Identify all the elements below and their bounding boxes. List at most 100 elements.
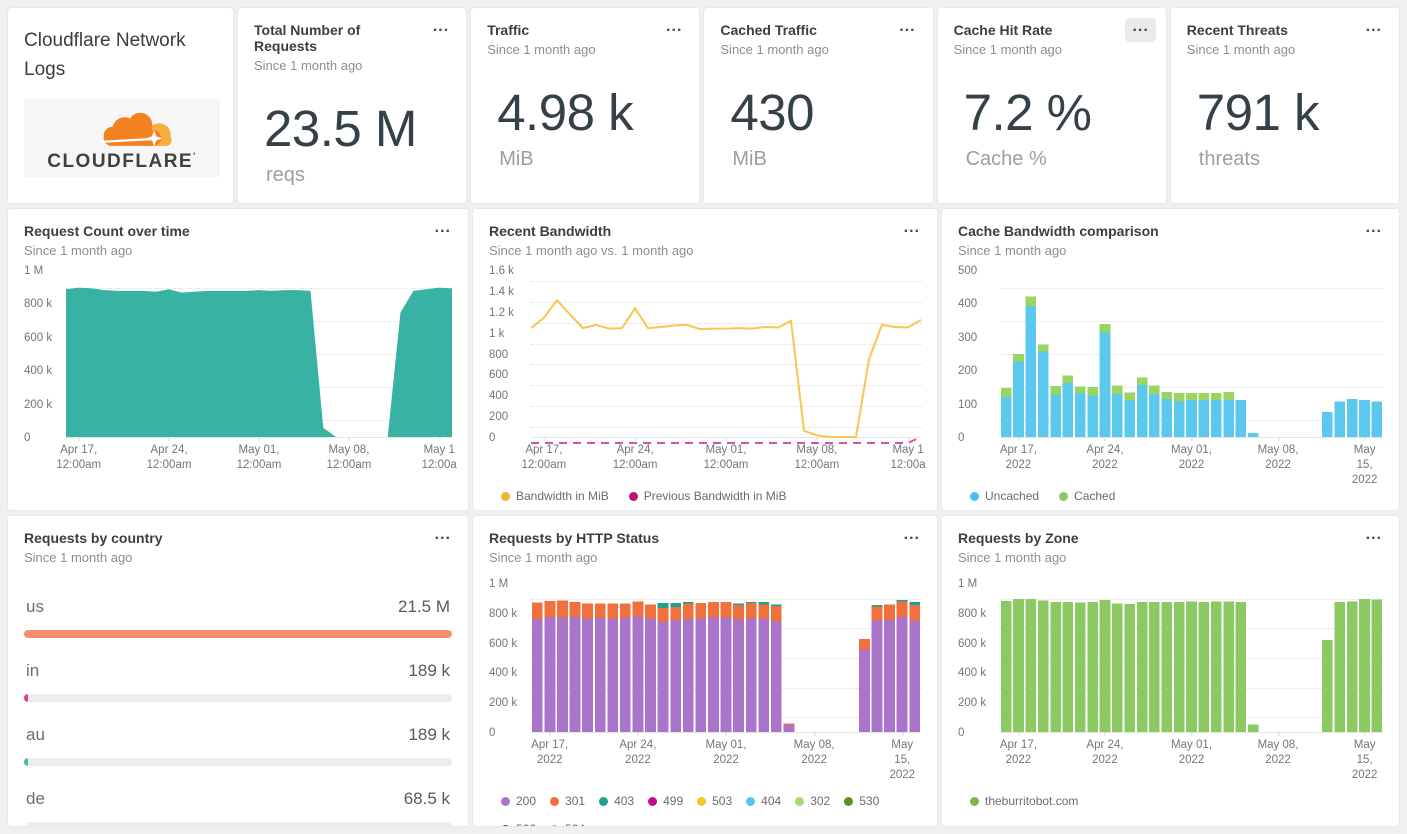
x-axis: Apr 17, 2022 Apr 24, 2022 May 01, 2022 May … bbox=[1000, 437, 1383, 486]
legend-item[interactable]: 524 bbox=[550, 822, 585, 826]
y-tick-label: 800 k bbox=[489, 607, 518, 620]
y-tick-label: 600 k bbox=[489, 637, 518, 650]
y-tick-label: 0 bbox=[958, 432, 965, 444]
legend-label: 530 bbox=[859, 794, 880, 808]
cloudflare-logo: CLOUDFLARE' bbox=[24, 98, 220, 177]
x-tick-label: May 08, 12:00am bbox=[794, 437, 840, 471]
y-tick-label: 200 k bbox=[958, 697, 987, 710]
country-bar-fill bbox=[24, 822, 28, 826]
panel-menu-button[interactable]: ... bbox=[897, 219, 927, 243]
panel-menu-button[interactable]: ... bbox=[428, 526, 458, 550]
stat-panel-traffic: ... Traffic Since 1 month ago 4.98 k MiB bbox=[471, 8, 700, 203]
gridline bbox=[1000, 320, 1383, 322]
stat-unit: MiB bbox=[732, 148, 767, 170]
chart-legend: theburritobot.com bbox=[958, 794, 1383, 808]
legend-item[interactable]: Bandwidth in MiB bbox=[501, 489, 609, 503]
legend-item[interactable]: 404 bbox=[746, 794, 781, 808]
legend-item[interactable]: 526 bbox=[501, 822, 536, 826]
legend-label: Cached bbox=[1074, 489, 1116, 503]
panel-menu-button[interactable]: ... bbox=[1359, 526, 1389, 550]
panel-menu-button[interactable]: ... bbox=[659, 18, 689, 42]
gridline bbox=[531, 281, 921, 283]
panel-menu-button[interactable]: ... bbox=[1125, 18, 1156, 42]
country-bar-track bbox=[24, 630, 452, 638]
cache-bandwidth-chart: 500 400 300 200 100 0 Apr 17, 2022 Apr 24, 202… bbox=[958, 265, 1383, 486]
gridline bbox=[531, 385, 921, 387]
x-tick-label: Apr 24, 12:00am bbox=[612, 437, 658, 471]
legend-swatch bbox=[844, 796, 854, 806]
request-count-series bbox=[66, 287, 452, 437]
panel-requests-by-zone: ... Requests by Zone Since 1 month ago 1… bbox=[942, 516, 1399, 826]
requests-by-zone-series bbox=[1000, 598, 1383, 732]
panel-recent-bandwidth: ... Recent Bandwidth Since 1 month ago v… bbox=[473, 209, 937, 510]
country-value: 189 k bbox=[408, 661, 450, 680]
y-tick-label: 400 k bbox=[489, 667, 518, 680]
country-bars: us 21.5 M in 189 k au 189 k de 68.5 k bbox=[24, 597, 452, 826]
x-tick-label: Apr 17, 2022 bbox=[531, 732, 569, 766]
panel-menu-button[interactable]: ... bbox=[1359, 18, 1389, 42]
y-tick-label: 400 k bbox=[958, 667, 987, 680]
y-axis: 1 M 800 k 600 k 400 k 200 k 0 bbox=[489, 578, 531, 739]
x-tick-label: May 15, 2022 bbox=[889, 732, 916, 781]
chart-legend: Bandwidth in MiB Previous Bandwidth in Mi… bbox=[489, 489, 921, 503]
panel-request-count: ... Request Count over time Since 1 mont… bbox=[8, 209, 468, 510]
legend-item[interactable]: theburritobot.com bbox=[970, 794, 1078, 808]
legend-item[interactable]: 200 bbox=[501, 794, 536, 808]
plot-area bbox=[530, 271, 922, 444]
panel-menu-button[interactable]: ... bbox=[428, 219, 458, 243]
legend-item[interactable]: 503 bbox=[697, 794, 732, 808]
cloudflare-wordmark: CLOUDFLARE' bbox=[47, 150, 197, 172]
country-bar-track bbox=[24, 758, 452, 766]
legend-item[interactable]: 301 bbox=[550, 794, 585, 808]
panel-menu-button[interactable]: ... bbox=[892, 18, 922, 42]
gridline bbox=[531, 405, 921, 407]
panel-cache-bandwidth: ... Cache Bandwidth comparison Since 1 m… bbox=[942, 209, 1399, 510]
y-tick-label: 600 k bbox=[958, 637, 987, 650]
legend-item[interactable]: 403 bbox=[599, 794, 634, 808]
y-tick-label: 100 bbox=[958, 398, 978, 411]
legend-item[interactable]: Cached bbox=[1059, 489, 1115, 503]
legend-item[interactable]: 499 bbox=[648, 794, 683, 808]
legend-swatch bbox=[746, 796, 756, 806]
chart-subtitle: Since 1 month ago bbox=[958, 550, 1067, 565]
stat-title: Cache Hit Rate bbox=[953, 22, 1053, 38]
stat-value: 791 k bbox=[1196, 84, 1320, 141]
legend-swatch bbox=[648, 796, 658, 806]
y-axis: 1 M 800 k 600 k 400 k 200 k 0 bbox=[24, 265, 66, 444]
x-tick-label: May 08, 2022 bbox=[1257, 732, 1299, 766]
chart-title: Requests by Zone bbox=[958, 530, 1079, 546]
legend-item[interactable]: 302 bbox=[795, 794, 830, 808]
x-tick-label: May 15, 2022 bbox=[1351, 437, 1378, 486]
panel-menu-button[interactable]: ... bbox=[897, 526, 927, 550]
country-value: 21.5 M bbox=[398, 597, 450, 616]
x-axis: Apr 17, 12:00am Apr 24, 12:00am May 01, 12… bbox=[56, 437, 457, 475]
stat-value: 23.5 M bbox=[264, 100, 417, 157]
gridline bbox=[531, 343, 921, 345]
x-tick-label: May 08, 2022 bbox=[793, 732, 835, 766]
y-tick-label: 500 bbox=[958, 265, 978, 277]
legend-swatch bbox=[501, 796, 510, 806]
legend-item[interactable]: 530 bbox=[844, 794, 879, 808]
chart-subtitle: Since 1 month ago bbox=[24, 550, 133, 565]
gridline bbox=[531, 598, 921, 600]
stat-subtitle: Since 1 month ago bbox=[720, 42, 829, 57]
y-tick-label: 1 k bbox=[489, 327, 505, 340]
stat-title: Total Number of Requests bbox=[254, 22, 361, 54]
x-tick-label: May 01, 2022 bbox=[705, 732, 747, 766]
dashboard-title: Cloudflare Network Logs bbox=[24, 30, 186, 81]
legend-item[interactable]: Previous Bandwidth in MiB bbox=[628, 489, 786, 503]
y-tick-label: 1.2 k bbox=[489, 306, 514, 319]
legend-item[interactable]: Uncached bbox=[970, 489, 1039, 503]
legend-label: 499 bbox=[663, 794, 684, 808]
plot-area bbox=[1000, 584, 1383, 733]
country-row: au 189 k bbox=[24, 725, 452, 766]
panel-menu-button[interactable]: ... bbox=[426, 18, 456, 42]
x-tick-label: May 01, 12:00am bbox=[703, 437, 749, 471]
panel-menu-button[interactable]: ... bbox=[1359, 219, 1389, 243]
bottom-row: ... Requests by country Since 1 month ag… bbox=[8, 516, 1399, 826]
x-tick-label: Apr 24, 2022 bbox=[619, 732, 657, 766]
y-tick-label: 300 bbox=[958, 331, 978, 344]
gridline bbox=[1000, 387, 1383, 389]
